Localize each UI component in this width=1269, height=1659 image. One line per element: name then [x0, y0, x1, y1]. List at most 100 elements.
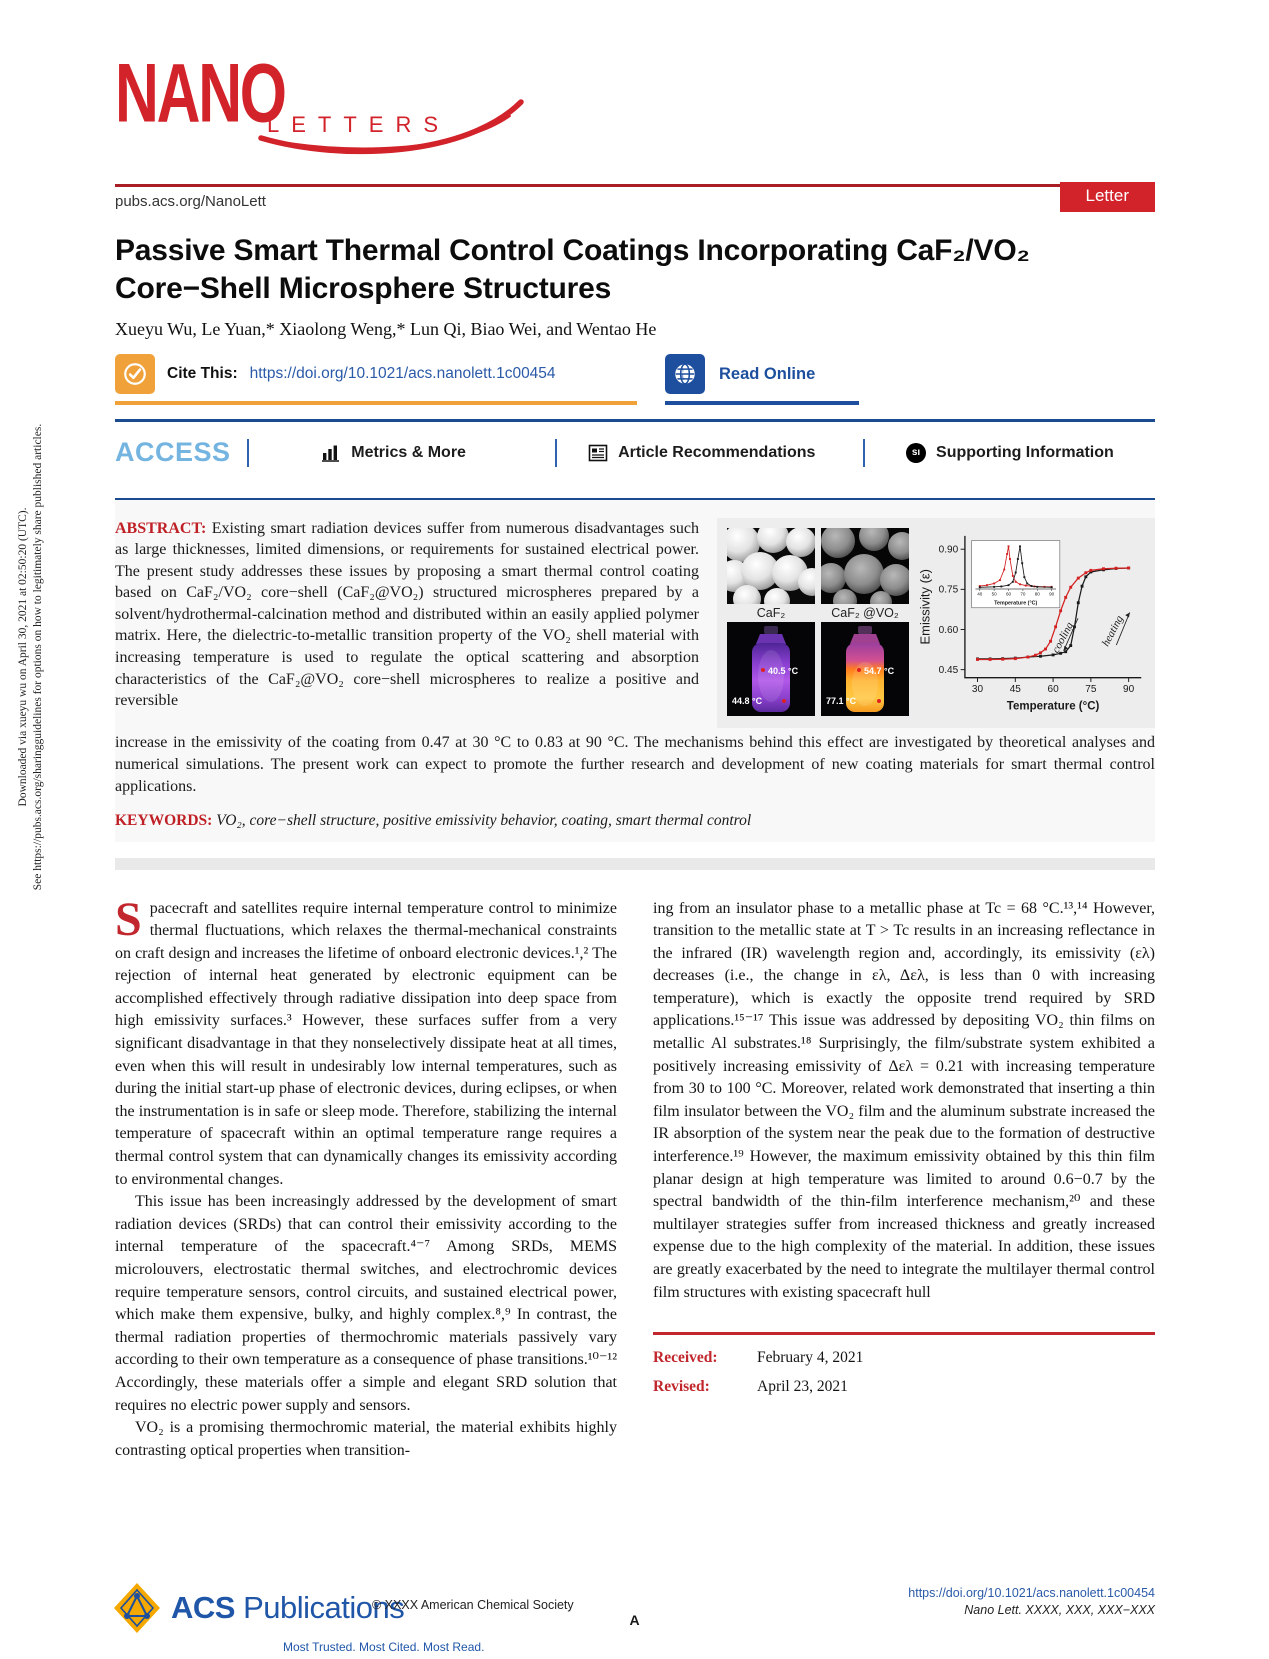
keywords-label: KEYWORDS:: [115, 811, 213, 829]
access-link[interactable]: ACCESS: [115, 437, 231, 467]
abstract-paragraph: ABSTRACT: Existing smart radiation devic…: [115, 518, 699, 728]
keywords-text: VO₂, core−shell structure, positive emis…: [216, 811, 752, 829]
read-online-button[interactable]: Read Online: [665, 354, 860, 405]
right-column: ing from an insulator phase to a metalli…: [653, 898, 1155, 1463]
dropcap: S: [115, 892, 142, 946]
inset-xlabel: Temperature (°C): [994, 600, 1037, 606]
body-text: pacecraft and satellites require interna…: [115, 899, 617, 1188]
globe-icon: [665, 354, 705, 394]
divider-vertical: [862, 438, 865, 467]
svg-text:70: 70: [1020, 591, 1026, 596]
chart-ticks: 30 45 60 75 90 0.45 0.60 0.75 0.90: [939, 544, 1135, 694]
svg-text:0.75: 0.75: [939, 584, 959, 595]
emissivity-chart: 30 45 60 75 90 0.45 0.60 0.75 0.90 Emissivity (ε…: [917, 535, 1142, 712]
svg-text:90: 90: [1123, 684, 1135, 695]
cite-bar: Cite This: https://doi.org/10.1021/acs.n…: [115, 354, 1155, 405]
journal-url-link[interactable]: pubs.acs.org/NanoLett: [115, 193, 266, 210]
sem-image-caf2: [727, 527, 815, 604]
svg-text:0.90: 0.90: [939, 544, 959, 555]
copyright-text: © XXXX American Chemical Society: [372, 1598, 574, 1612]
supporting-info-link[interactable]: sı Supporting Information: [865, 442, 1155, 463]
divider-vertical: [246, 438, 249, 467]
received-row: Received: February 4, 2021: [653, 1347, 1155, 1370]
abstract-label: ABSTRACT:: [115, 519, 207, 537]
svg-text:77.1 °C: 77.1 °C: [826, 696, 857, 706]
checkmark-icon: [115, 354, 155, 394]
divider-blue-top: [115, 419, 1155, 422]
svg-text:0.45: 0.45: [939, 664, 959, 675]
thermal-image-cold: 40.5 °C 44.8 °C: [727, 621, 815, 716]
footer-doi-link[interactable]: https://doi.org/10.1021/acs.nanolett.1c0…: [908, 1586, 1155, 1600]
si-icon: sı: [906, 442, 927, 463]
divider-vertical: [554, 438, 557, 467]
body-paragraph: This issue has been increasingly address…: [115, 1193, 617, 1414]
logo-letters-text: LETTERS: [267, 112, 451, 137]
article-icon: [588, 444, 608, 461]
thermal-image-hot: 54.7 °C 77.1 °C: [821, 621, 909, 716]
sidebar-watermark: Downloaded via xueyu wu on April 30, 202…: [16, 187, 50, 1127]
journal-logo: NANO LETTERS: [115, 52, 1155, 162]
metrics-link[interactable]: Metrics & More: [249, 444, 539, 462]
revised-row: Revised: April 23, 2021: [653, 1376, 1155, 1399]
received-dates-box: Received: February 4, 2021 Revised: April …: [653, 1332, 1155, 1398]
svg-text:50: 50: [992, 591, 998, 596]
revised-date: April 23, 2021: [757, 1377, 848, 1395]
supporting-info-label: Supporting Information: [936, 443, 1114, 461]
chart-inset: 40 50 60 70 80 90 Temperature (°C): [971, 539, 1061, 608]
logo-swoosh-icon: [258, 99, 524, 155]
svg-text:90: 90: [1049, 591, 1055, 596]
page-title: Passive Smart Thermal Control Coatings I…: [115, 234, 1030, 305]
section-divider-band: [115, 857, 1155, 870]
doi-link[interactable]: https://doi.org/10.1021/acs.nanolett.1c0…: [249, 365, 556, 382]
read-online-label: Read Online: [719, 364, 816, 383]
abstract-continuation: increase in the emissivity of the coatin…: [115, 733, 1155, 795]
svg-text:54.7 °C: 54.7 °C: [864, 666, 895, 676]
divider-blue-bottom: [115, 497, 1155, 500]
recommendations-label: Article Recommendations: [618, 443, 816, 461]
sharing-notice: See https://pubs.acs.org/sharingguidelin…: [32, 423, 44, 891]
inset-series: [978, 544, 1053, 588]
chart-annotations: cooling heating: [1050, 611, 1131, 655]
chart-axes: [964, 535, 1142, 678]
chart-ylabel: Emissivity (ε): [917, 569, 932, 644]
recommendations-link[interactable]: Article Recommendations: [557, 444, 847, 462]
svg-text:60: 60: [1006, 591, 1012, 596]
svg-text:60: 60: [1047, 684, 1059, 695]
header-rule-row: pubs.acs.org/NanoLett Letter: [115, 182, 1155, 224]
content: NANO LETTERS pubs.acs.org/NanoLett Lette…: [115, 0, 1155, 1462]
footer-journal-citation: Nano Lett. XXXX, XXX, XXX−XXX: [964, 1603, 1155, 1617]
abstract-text-left: Existing smart radiation devices suffer …: [115, 519, 700, 710]
article-type-badge: Letter: [1059, 182, 1155, 212]
footer: ACS Publications Most Trusted. Most Cite…: [0, 1572, 1269, 1659]
authors-line: Xueyu Wu, Le Yuan,* Xiaolong Weng,* Lun …: [115, 319, 657, 339]
received-label: Received:: [653, 1349, 718, 1367]
received-date: February 4, 2021: [757, 1349, 864, 1367]
metrics-label: Metrics & More: [351, 443, 466, 461]
svg-text:80: 80: [1035, 591, 1041, 596]
svg-text:75: 75: [1085, 684, 1097, 695]
download-notice: Downloaded via xueyu wu on April 30, 202…: [17, 507, 29, 807]
svg-text:40: 40: [977, 591, 983, 596]
chart-xlabel: Temperature (°C): [1007, 700, 1100, 712]
sem-image-caf2-vo2: [821, 527, 909, 604]
access-bar: ACCESS Metrics & More Article Recomm: [115, 422, 1155, 484]
inset-ticks: 40 50 60 70 80 90: [975, 588, 1056, 596]
header-rule: [115, 184, 1155, 187]
revised-label: Revised:: [653, 1377, 710, 1395]
bar-chart-icon: [322, 445, 340, 462]
sem2-caption: CaF₂ @VO₂: [831, 605, 899, 620]
keywords-line: KEYWORDS: VO₂, core−shell structure, pos…: [115, 812, 1155, 830]
svg-text:40.5 °C: 40.5 °C: [768, 666, 799, 676]
acs-tagline: Most Trusted. Most Cited. Most Read.: [283, 1640, 485, 1654]
cite-this-box: Cite This: https://doi.org/10.1021/acs.n…: [115, 354, 637, 405]
acs-diamond-icon: [114, 1583, 160, 1633]
svg-text:30: 30: [972, 684, 984, 695]
sem1-caption: CaF₂: [756, 605, 786, 620]
acs-publications-logo: ACS Publications Most Trusted. Most Cite…: [113, 1582, 484, 1654]
body-paragraph: VO₂ is a promising thermochromic materia…: [115, 1419, 617, 1459]
footer-citation-block: https://doi.org/10.1021/acs.nanolett.1c0…: [908, 1586, 1155, 1617]
